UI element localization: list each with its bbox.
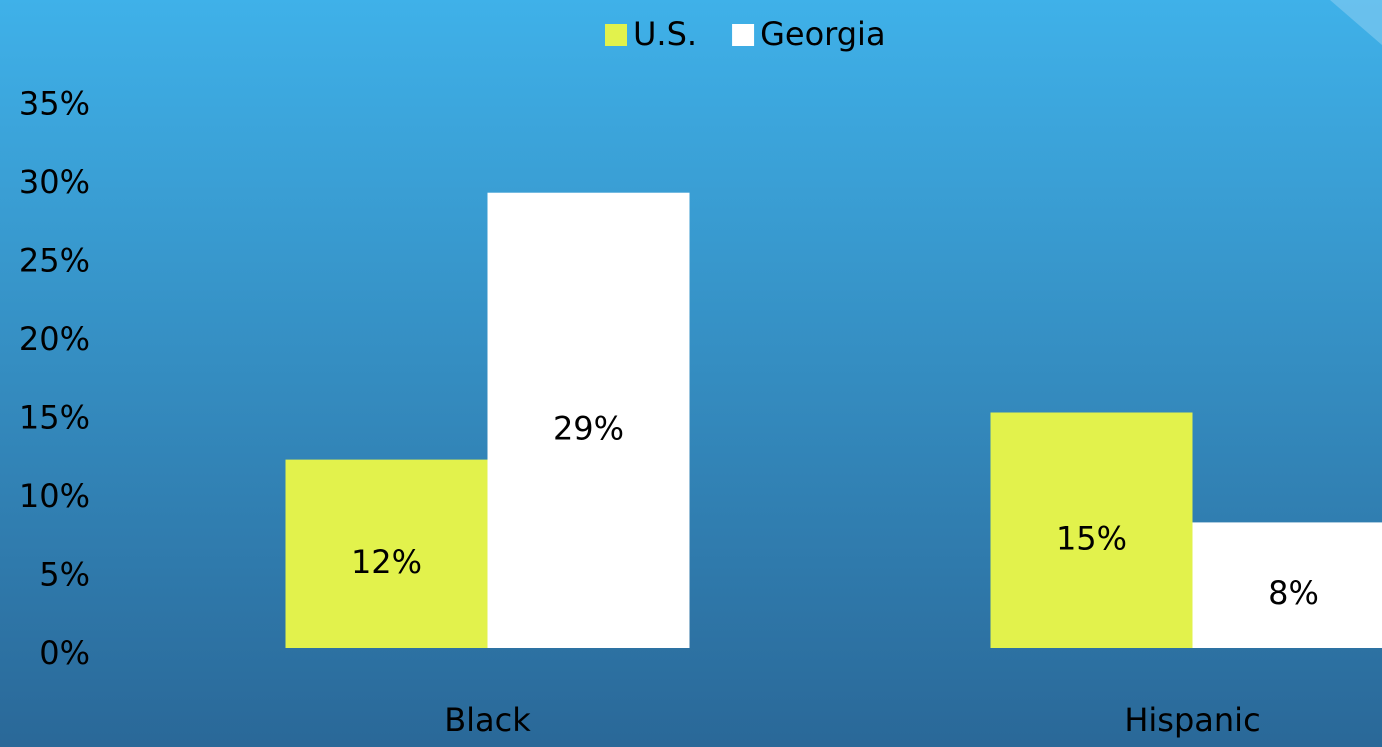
bar xyxy=(990,412,1193,648)
legend-label: U.S. xyxy=(633,15,697,53)
y-tick-label: 20% xyxy=(19,320,90,358)
value-label: 8% xyxy=(1268,574,1319,612)
value-label: 15% xyxy=(1056,519,1127,557)
y-tick-label: 10% xyxy=(19,477,90,515)
y-tick-label: 0% xyxy=(39,634,90,672)
y-tick-label: 35% xyxy=(19,85,90,123)
legend-swatch xyxy=(732,24,755,46)
bar xyxy=(1192,522,1382,648)
corner-decoration xyxy=(1330,0,1382,45)
legend-swatch xyxy=(605,24,627,46)
value-label: 12% xyxy=(351,543,422,581)
y-tick-label: 25% xyxy=(19,242,90,280)
y-tick-label: 5% xyxy=(39,556,90,594)
x-tick-label: Hispanic xyxy=(1124,701,1260,739)
bar xyxy=(285,459,488,648)
y-tick-label: 15% xyxy=(19,399,90,437)
y-tick-label: 30% xyxy=(19,163,90,201)
value-label: 29% xyxy=(553,409,624,447)
legend-label: Georgia xyxy=(760,15,885,53)
x-tick-label: Black xyxy=(444,701,531,739)
bar xyxy=(487,192,690,648)
